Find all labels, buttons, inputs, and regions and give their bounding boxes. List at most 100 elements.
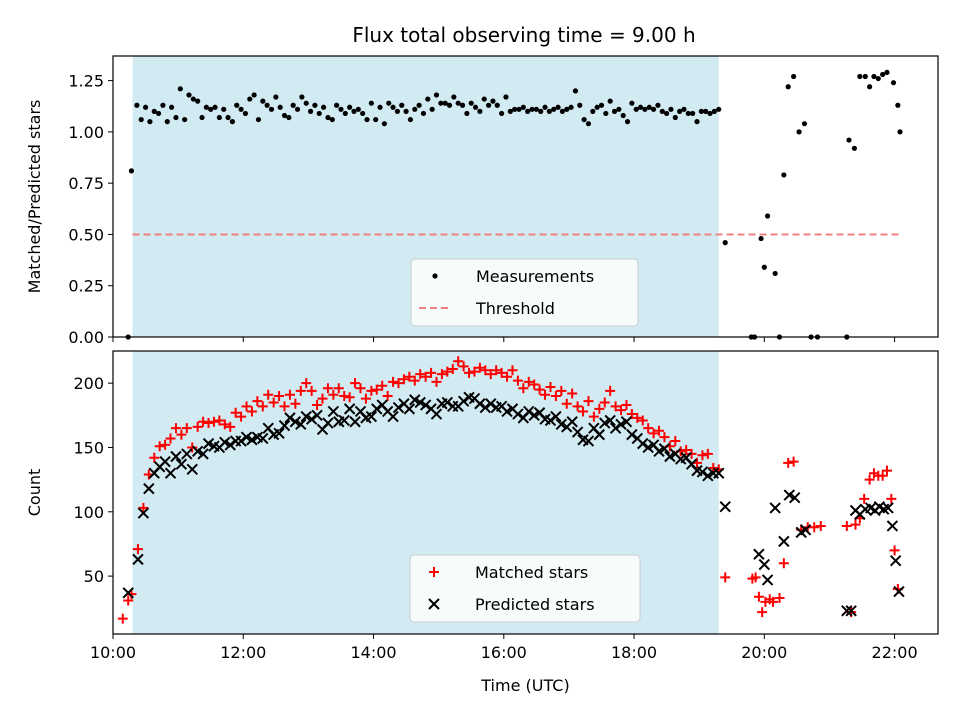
measurement-point [238, 106, 244, 112]
matched-star-point [426, 367, 437, 378]
matched-star-point [382, 391, 393, 402]
legend-predicted-marker [428, 598, 440, 610]
predicted-star-point [122, 587, 134, 599]
matched-star-point [757, 607, 768, 618]
y-tick-label: 1.25 [68, 72, 104, 91]
predicted-star-point [343, 403, 356, 415]
y-tick-label: 0.00 [68, 328, 104, 347]
measurement-point [499, 110, 505, 117]
measurement-point [281, 112, 288, 119]
matched-star-point [788, 456, 799, 467]
matched-star-point [768, 596, 778, 607]
predicted-star-point [512, 408, 524, 420]
x-tick-label: 12:00 [220, 643, 266, 662]
matched-star-point [154, 441, 165, 452]
legend-label: Predicted stars [475, 595, 595, 614]
measurement-point [512, 106, 518, 112]
predicted-star-point [175, 458, 188, 470]
legend-label: Threshold [475, 299, 555, 318]
measurement-point [594, 104, 600, 110]
matched-star-point [648, 428, 659, 439]
measurement-point [646, 104, 652, 110]
measurement-point [503, 94, 509, 100]
matched-star-point [355, 383, 366, 394]
matched-star-point [181, 423, 192, 434]
predicted-star-point [479, 401, 492, 414]
matched-star-point [469, 366, 480, 377]
measurement-point [677, 108, 683, 114]
predicted-star-point [886, 520, 899, 532]
measurement-point [672, 114, 678, 121]
x-tick-label: 20:00 [741, 643, 787, 662]
matched-star-point [464, 367, 475, 378]
measurement-point [329, 116, 335, 123]
x-tick-label: 14:00 [350, 643, 396, 662]
bottom-panel: 10:00 12:00 14:00 16:00 18:00 20:00 22:00 50 100… [25, 350, 939, 695]
matched-star-point [654, 425, 665, 436]
matched-star-point [859, 493, 870, 504]
measurement-point [694, 119, 700, 125]
predicted-star-point [713, 467, 725, 479]
measurement-point [857, 73, 863, 80]
predicted-star-point [430, 408, 443, 420]
measurement-point [867, 84, 873, 90]
measurement-point [890, 80, 897, 86]
measurement-point [796, 129, 802, 135]
predicted-star-point [170, 450, 182, 463]
measurement-point [399, 102, 405, 108]
matched-star-point [550, 391, 561, 402]
predicted-star-point [841, 605, 853, 617]
matched-star-point [491, 365, 502, 376]
measurement-point [603, 110, 609, 117]
measurement-point [711, 108, 717, 114]
measurement-point [373, 116, 379, 123]
predicted-star-point [403, 403, 416, 415]
chart-title: Flux total observing time = 9.00 h [352, 23, 695, 47]
measurement-point [429, 106, 435, 112]
measurement-point [221, 106, 227, 112]
matched-star-point [339, 391, 350, 402]
measurement-point [875, 75, 881, 82]
measurement-point [364, 116, 370, 123]
measurement-point [533, 106, 539, 112]
measurement-point [420, 110, 427, 117]
legend-box [410, 258, 639, 327]
matched-star-point [377, 380, 388, 391]
matched-star-point [214, 415, 225, 426]
predicted-star-point [789, 491, 801, 504]
measurement-point [182, 116, 188, 123]
measurement-point [355, 106, 361, 112]
measurement-point [403, 108, 409, 114]
measurement-point [381, 121, 387, 127]
matched-star-point [610, 401, 621, 412]
matched-star-point [123, 595, 134, 606]
measurement-point [611, 108, 618, 114]
measurement-point [616, 106, 622, 112]
measurement-point [412, 106, 418, 112]
measurement-point [442, 100, 448, 106]
predicted-star-point [327, 405, 340, 418]
matched-star-point [523, 376, 534, 387]
y-axis-label: Matched/Predicted stars [25, 100, 44, 294]
measurement-point [307, 108, 314, 114]
measurement-point [151, 108, 157, 114]
measurement-point [208, 106, 214, 112]
predicted-star-point [637, 437, 649, 450]
matched-star-point [864, 474, 875, 485]
measurement-point [664, 110, 670, 117]
matched-star-point [583, 396, 594, 407]
measurement-point [377, 104, 383, 110]
measurement-point [761, 264, 767, 270]
predicted-star-point [658, 443, 671, 455]
y-tick-label: 50 [84, 567, 104, 586]
predicted-star-point [571, 426, 584, 438]
matched-star-point [621, 400, 632, 411]
measurement-point [880, 71, 886, 78]
matched-star-point [556, 385, 567, 396]
matched-star-point [192, 421, 203, 432]
measurement-point [234, 102, 240, 108]
predicted-star-point [349, 416, 361, 428]
matched-star-point [160, 439, 171, 450]
matched-star-point [404, 371, 415, 382]
measurement-point [681, 106, 687, 112]
